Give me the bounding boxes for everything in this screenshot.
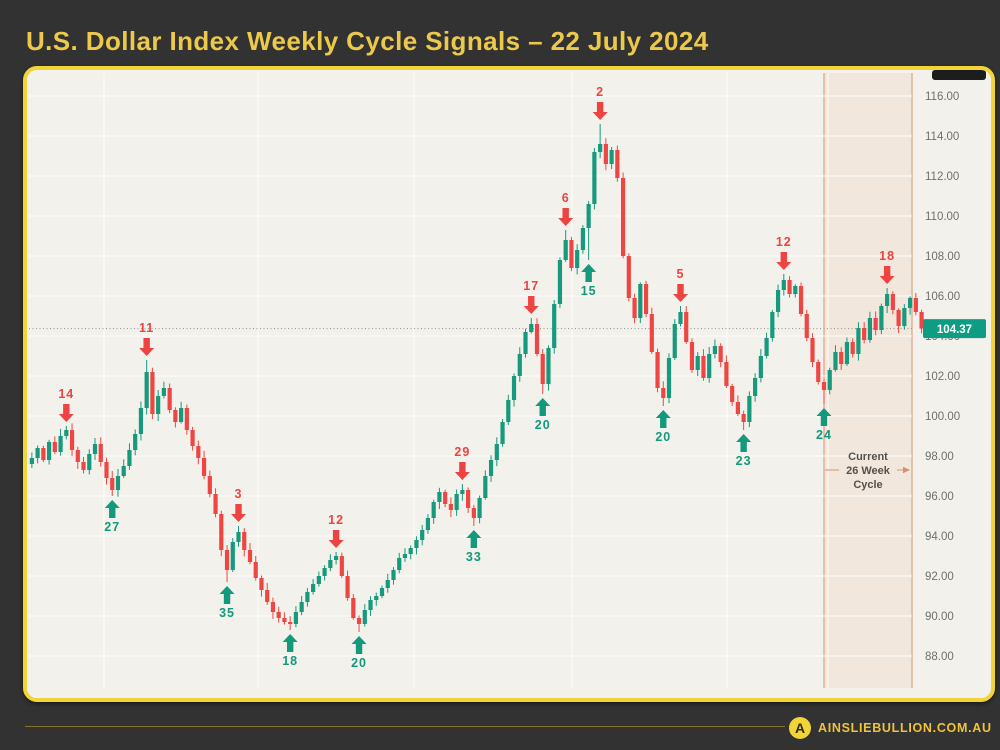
scale-corner-box — [932, 70, 986, 80]
svg-text:35: 35 — [219, 606, 235, 620]
svg-text:14: 14 — [58, 387, 74, 401]
ainslie-logo-icon: A — [789, 717, 811, 739]
cycle-bottom-signal-35: 35 — [219, 586, 235, 620]
svg-text:92.00: 92.00 — [925, 571, 954, 583]
up-arrow-icon — [466, 530, 482, 548]
up-arrow-icon — [655, 410, 671, 428]
footer-divider — [25, 726, 785, 727]
svg-text:116.00: 116.00 — [925, 91, 959, 103]
svg-text:2: 2 — [596, 85, 604, 99]
svg-text:29: 29 — [454, 445, 470, 459]
svg-text:24: 24 — [816, 428, 832, 442]
svg-text:110.00: 110.00 — [925, 211, 959, 223]
svg-text:106.00: 106.00 — [925, 291, 960, 303]
cycle-annotation: Current 26 Week Cycle — [824, 451, 910, 491]
down-arrow-icon — [523, 296, 539, 314]
svg-text:112.00: 112.00 — [925, 171, 959, 183]
cycle-bottom-signal-23: 23 — [736, 434, 752, 468]
cycle-top-signal-29: 29 — [454, 445, 470, 480]
down-arrow-icon — [231, 504, 247, 522]
down-arrow-icon — [328, 530, 344, 548]
up-arrow-icon — [535, 398, 551, 416]
svg-text:20: 20 — [655, 430, 671, 444]
svg-text:27: 27 — [104, 520, 120, 534]
cycle-top-signal-2: 2 — [592, 85, 608, 120]
chart-card: 14 27 11 35 3 18 12 20 29 33 17 20 6 15 2 20 5 23 12 24 18 Cu… — [23, 66, 995, 702]
svg-text:15: 15 — [581, 284, 597, 298]
current-cycle-region — [823, 73, 913, 688]
up-arrow-icon — [816, 408, 832, 426]
up-arrow-icon — [351, 636, 367, 654]
svg-text:102.00: 102.00 — [925, 371, 960, 383]
up-arrow-icon — [282, 634, 298, 652]
svg-text:Current: Current — [848, 451, 888, 463]
down-arrow-icon — [592, 102, 608, 120]
current-price-badge: 104.37 — [923, 319, 986, 339]
svg-text:114.00: 114.00 — [925, 131, 959, 143]
svg-text:18: 18 — [282, 654, 298, 668]
svg-text:23: 23 — [736, 454, 752, 468]
cycle-bottom-signal-20: 20 — [535, 398, 551, 432]
down-arrow-icon — [454, 462, 470, 480]
cycle-top-signal-6: 6 — [558, 191, 574, 226]
cycle-top-signal-17: 17 — [523, 279, 539, 314]
footer: A AINSLIEBULLION.COM.AU — [789, 715, 992, 741]
down-arrow-icon — [558, 208, 574, 226]
svg-text:20: 20 — [535, 418, 551, 432]
svg-text:88.00: 88.00 — [925, 651, 954, 663]
svg-text:94.00: 94.00 — [925, 531, 954, 543]
cycle-bottom-signal-33: 33 — [466, 530, 482, 564]
cycle-bottom-signal-20: 20 — [351, 636, 367, 670]
cycle-bottom-signal-18: 18 — [282, 634, 298, 668]
svg-text:12: 12 — [328, 513, 344, 527]
down-arrow-icon — [672, 284, 688, 302]
svg-text:6: 6 — [562, 191, 570, 205]
cycle-top-signal-3: 3 — [231, 487, 247, 522]
cycle-top-signal-18: 18 — [879, 249, 895, 284]
page-title: U.S. Dollar Index Weekly Cycle Signals –… — [26, 26, 709, 56]
cycle-signals: 14 27 11 35 3 18 12 20 29 33 17 20 6 15 2 20 5 23 12 24 18 — [58, 85, 895, 670]
svg-text:33: 33 — [466, 550, 482, 564]
cycle-top-signal-14: 14 — [58, 387, 74, 422]
cycle-top-signal-12: 12 — [776, 235, 792, 270]
svg-text:Cycle: Cycle — [853, 479, 882, 491]
annotation-right-arrow-icon — [903, 466, 910, 474]
svg-text:108.00: 108.00 — [925, 251, 960, 263]
svg-text:17: 17 — [523, 279, 539, 293]
up-arrow-icon — [104, 500, 120, 518]
svg-text:12: 12 — [776, 235, 792, 249]
cycle-bottom-signal-20: 20 — [655, 410, 671, 444]
svg-text:100.00: 100.00 — [925, 411, 960, 423]
cycle-bottom-signal-24: 24 — [816, 408, 832, 442]
cycle-top-signal-5: 5 — [672, 267, 688, 302]
cycle-top-signal-11: 11 — [139, 321, 155, 356]
cycle-bottom-signal-15: 15 — [581, 264, 597, 298]
svg-text:5: 5 — [677, 267, 685, 281]
down-arrow-icon — [879, 266, 895, 284]
logo-letter: A — [794, 720, 806, 736]
up-arrow-icon — [219, 586, 235, 604]
svg-text:20: 20 — [351, 656, 367, 670]
down-arrow-icon — [139, 338, 155, 356]
up-arrow-icon — [581, 264, 597, 282]
up-arrow-icon — [736, 434, 752, 452]
cycle-bottom-signal-27: 27 — [104, 500, 120, 534]
down-arrow-icon — [58, 404, 74, 422]
candles — [29, 124, 924, 632]
dxy-weekly-candlestick-chart: 14 27 11 35 3 18 12 20 29 33 17 20 6 15 2 20 5 23 12 24 18 Cu… — [27, 70, 991, 698]
svg-text:18: 18 — [879, 249, 895, 263]
svg-text:98.00: 98.00 — [925, 451, 954, 463]
svg-text:11: 11 — [139, 321, 154, 335]
cycle-top-signal-12: 12 — [328, 513, 344, 548]
svg-text:96.00: 96.00 — [925, 491, 954, 503]
footer-site-link[interactable]: AINSLIEBULLION.COM.AU — [818, 721, 992, 735]
svg-text:90.00: 90.00 — [925, 611, 954, 623]
svg-text:3: 3 — [235, 487, 243, 501]
down-arrow-icon — [776, 252, 792, 270]
svg-text:104.37: 104.37 — [937, 324, 972, 336]
svg-text:26 Week: 26 Week — [846, 465, 891, 477]
